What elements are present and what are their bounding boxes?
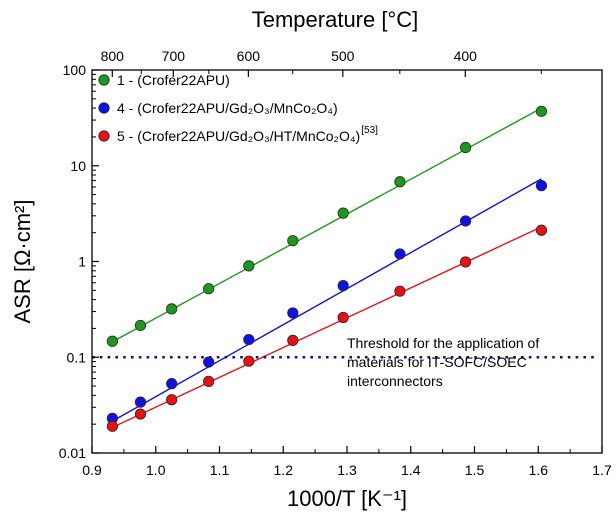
point-series-3 [106, 420, 119, 432]
point-series-3 [287, 334, 299, 346]
point-series-1 [459, 141, 472, 154]
top-tick-label: 600 [237, 48, 261, 64]
y-tick-label: 0.1 [67, 349, 87, 365]
legend-reference-superscript: [53] [361, 125, 378, 136]
y-axis-title: ASR [Ω·cm²] [10, 200, 35, 324]
x-tick-label: 1.0 [146, 462, 166, 478]
x-tick-label: 1.6 [529, 462, 549, 478]
top-tick-label: 800 [101, 48, 125, 64]
threshold-annotation-line: Threshold for the application of [347, 335, 539, 351]
point-series-3 [203, 375, 215, 387]
point-series-2 [337, 280, 349, 292]
x-tick-label: 1.5 [465, 462, 485, 478]
point-series-2 [459, 215, 472, 227]
x-tick-label: 1.4 [401, 462, 421, 478]
point-series-1 [134, 319, 147, 332]
threshold-annotation: Threshold for the application of material… [347, 335, 539, 389]
point-series-1 [394, 176, 406, 188]
legend: 1 - (Crofer22APU) 4 - (Crofer22APU/Gd₂O₃/… [98, 72, 378, 144]
point-series-3 [243, 355, 255, 367]
point-series-1 [535, 105, 548, 117]
point-series-2 [134, 396, 147, 408]
point-series-3 [166, 394, 178, 406]
x-axis-ticks: 0.9 1.0 1.1 1.2 1.3 1.4 1.5 1.6 1.7 [82, 446, 612, 478]
top-tick-label: 700 [162, 48, 186, 64]
top-tick-label: 500 [331, 48, 355, 64]
point-series-2 [535, 180, 548, 192]
point-series-2 [166, 378, 178, 390]
point-series-3 [394, 285, 406, 297]
point-series-2 [203, 356, 215, 368]
x-axis-title: 1000/T [K⁻¹] [287, 486, 407, 511]
y-axis-ticks: 0.01 0.1 1 10 100 [59, 62, 99, 461]
threshold-annotation-line: interconnectors [347, 373, 443, 389]
y-tick-label: 1 [78, 254, 86, 270]
y-tick-label: 10 [70, 158, 86, 174]
top-axis-title: Temperature [°C] [252, 7, 419, 32]
legend-label: 5 - (Crofer22APU/Gd₂O₃/HT/MnCo₂O₄) [117, 128, 360, 144]
legend-label: 4 - (Crofer22APU/Gd₂O₃/MnCo₂O₄) [117, 100, 338, 116]
x-tick-label: 1.2 [274, 462, 294, 478]
y-tick-label: 0.01 [59, 445, 86, 461]
fit-line-series-3 [112, 226, 542, 429]
legend-marker [98, 102, 110, 114]
x-tick-label: 1.7 [592, 462, 612, 478]
point-series-3 [535, 224, 548, 236]
point-series-3 [337, 311, 349, 324]
point-series-1 [106, 335, 119, 347]
point-series-2 [243, 333, 255, 346]
y-tick-label: 100 [63, 62, 87, 78]
x-tick-label: 1.3 [337, 462, 357, 478]
x-tick-label: 1.1 [210, 462, 230, 478]
point-series-1 [287, 235, 299, 247]
fit-lines [112, 107, 542, 429]
x-tick-label: 0.9 [82, 462, 102, 478]
point-series-1 [337, 207, 349, 219]
point-series-1 [243, 260, 255, 272]
top-axis-ticks: 800 700 600 500 400 [101, 48, 542, 77]
point-series-1 [166, 303, 178, 315]
point-series-2 [287, 307, 299, 319]
legend-marker [98, 74, 110, 86]
legend-marker [98, 130, 110, 142]
point-series-3 [134, 408, 147, 420]
legend-label: 1 - (Crofer22APU) [117, 72, 230, 88]
top-tick-label: 400 [454, 48, 478, 64]
point-series-3 [459, 256, 472, 268]
data-points [106, 105, 548, 432]
point-series-2 [394, 248, 406, 260]
point-series-1 [203, 283, 215, 295]
threshold-annotation-line: materials for IT-SOFC/SOEC [347, 354, 527, 370]
